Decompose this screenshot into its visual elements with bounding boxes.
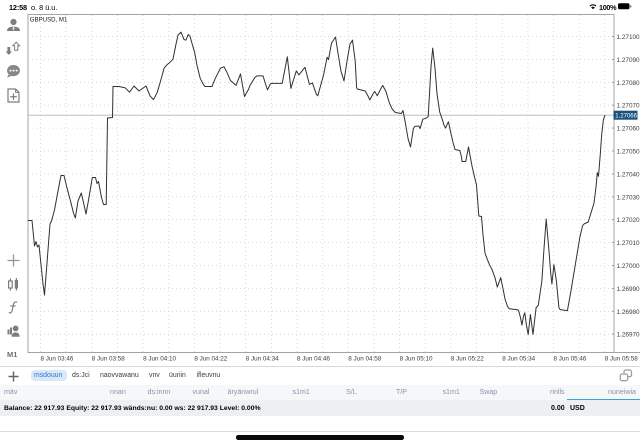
svg-text:1.26970: 1.26970 (617, 332, 640, 339)
svg-text:1.27080: 1.27080 (617, 80, 640, 87)
svg-text:8 Jun 04:46: 8 Jun 04:46 (297, 356, 330, 363)
svg-text:8 Jun 04:34: 8 Jun 04:34 (246, 356, 279, 363)
svg-text:GBPUSD, M1: GBPUSD, M1 (30, 16, 68, 23)
svg-text:8 Jun 03:46: 8 Jun 03:46 (41, 356, 74, 363)
svg-text:8 Jun 05:58: 8 Jun 05:58 (605, 356, 638, 363)
svg-text:8 Jun 05:22: 8 Jun 05:22 (451, 356, 484, 363)
svg-text:1.27040: 1.27040 (617, 171, 640, 178)
svg-text:1.27070: 1.27070 (617, 103, 640, 110)
svg-text:1.26980: 1.26980 (617, 309, 640, 316)
svg-text:8 Jun 05:46: 8 Jun 05:46 (554, 356, 587, 363)
svg-text:8 Jun 03:58: 8 Jun 03:58 (92, 356, 125, 363)
svg-text:8 Jun 05:10: 8 Jun 05:10 (400, 356, 433, 363)
svg-text:1.27060: 1.27060 (617, 126, 640, 133)
svg-text:8 Jun 05:34: 8 Jun 05:34 (502, 356, 535, 363)
svg-text:1.27100: 1.27100 (617, 34, 640, 41)
svg-text:8 Jun 04:58: 8 Jun 04:58 (348, 356, 381, 363)
svg-text:1.27066: 1.27066 (615, 114, 637, 120)
svg-text:1.26990: 1.26990 (617, 286, 640, 293)
svg-text:1.27050: 1.27050 (617, 149, 640, 156)
svg-text:8 Jun 04:10: 8 Jun 04:10 (143, 356, 176, 363)
svg-text:1.27030: 1.27030 (617, 194, 640, 201)
svg-text:1.27000: 1.27000 (617, 263, 640, 270)
svg-text:1.27020: 1.27020 (617, 217, 640, 224)
svg-text:8 Jun 04:22: 8 Jun 04:22 (194, 356, 227, 363)
svg-text:1.27090: 1.27090 (617, 57, 640, 64)
svg-text:1.27010: 1.27010 (617, 240, 640, 247)
